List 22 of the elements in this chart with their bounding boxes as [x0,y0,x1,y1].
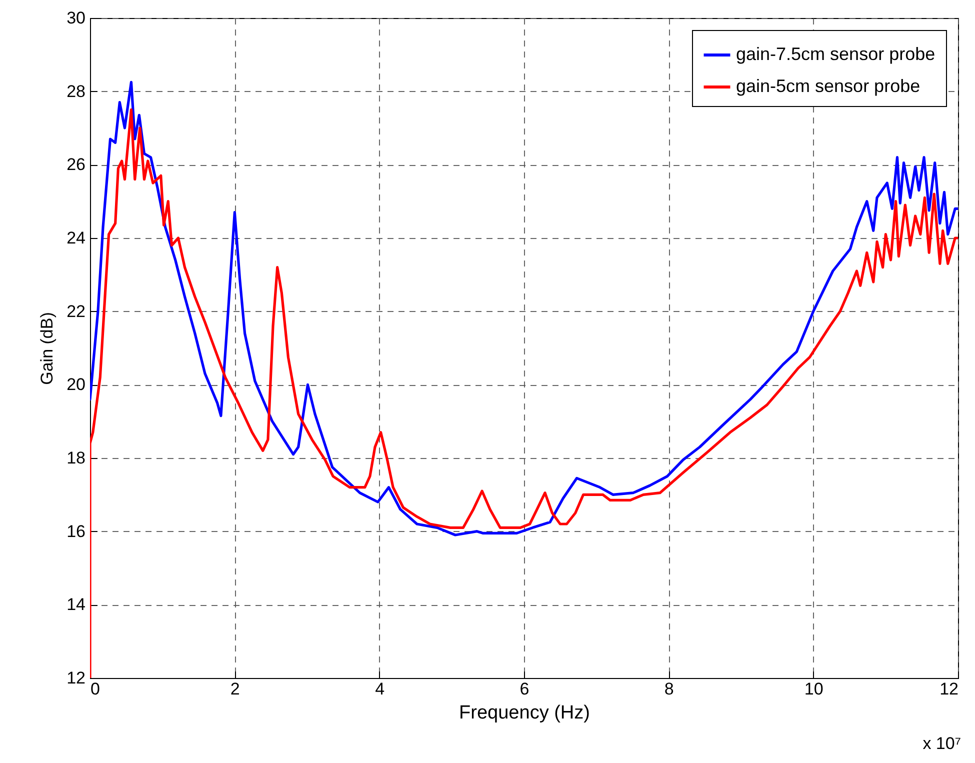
y-tick-label: 24 [66,228,86,248]
y-tick-label: 22 [66,302,86,321]
y-tick-label: 20 [66,375,86,394]
y-tick-label: 26 [66,155,86,174]
x-tick-label: 12 [940,680,958,698]
y-tick-label: 16 [66,522,86,541]
y-tick-label: 28 [66,82,86,101]
x-axis-title: Frequency (Hz) [459,702,590,724]
x-tick-label: 8 [664,680,674,698]
x-tick-label: 2 [230,680,240,698]
x-tick-label: 10 [804,680,824,698]
legend-label: gain-7.5cm sensor probe [736,44,936,64]
y-tick-label: 30 [66,8,86,28]
y-tick-label: 18 [66,448,86,468]
text: x 10⁷ [922,734,961,754]
line-series [90,80,958,536]
x-tick-label: 6 [520,680,530,698]
y-tick-label: 14 [66,595,86,614]
x-tick-label: 0 [90,680,100,698]
y-axis-title: Gain (dB) [38,312,57,385]
legend-label: gain-5cm sensor probe [736,76,920,96]
x-tick-label: 4 [375,680,385,698]
